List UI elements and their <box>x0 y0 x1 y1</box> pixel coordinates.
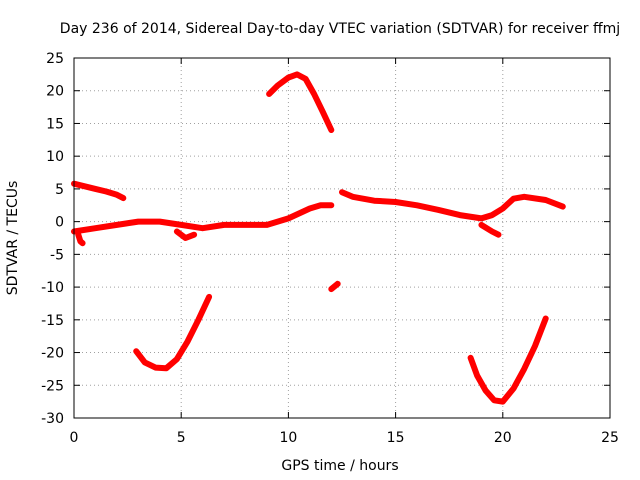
y-tick-label: 25 <box>46 51 64 67</box>
y-tick-label: -5 <box>50 247 64 263</box>
y-tick-label: 0 <box>55 215 64 231</box>
y-tick-label: 5 <box>55 182 64 198</box>
y-tick-label: -10 <box>41 280 64 296</box>
y-tick-label: -25 <box>41 378 64 394</box>
y-tick-label: -30 <box>41 411 64 427</box>
x-tick-label: 20 <box>494 430 512 446</box>
series-arc-main-band <box>71 202 335 235</box>
series-arc-dip-left <box>75 231 86 247</box>
series-arc-dip-right <box>478 221 502 238</box>
x-tick-label: 10 <box>279 430 297 446</box>
chart-title: Day 236 of 2014, Sidereal Day-to-day VTE… <box>60 21 620 37</box>
y-tick-label: -15 <box>41 313 64 329</box>
data-series <box>71 71 566 405</box>
grid-lines <box>74 58 610 418</box>
series-arc-low-right <box>467 315 549 405</box>
y-tick-label: 15 <box>46 116 64 132</box>
axis-ticks: 0 5 10 15 20 25 25 20 15 10 5 0 -5 -10 -15 -20 -25 -30 <box>41 51 619 446</box>
series-arc-right-band <box>339 189 566 222</box>
series-arc-upper-left <box>71 180 127 202</box>
x-tick-label: 5 <box>177 430 186 446</box>
y-tick-label: 10 <box>46 149 64 165</box>
series-arc-isolated <box>328 280 341 293</box>
y-tick-label: -20 <box>41 346 64 362</box>
series-arc-peak <box>266 71 335 133</box>
plot-frame <box>73 57 611 419</box>
x-tick-label: 0 <box>70 430 79 446</box>
x-tick-label: 25 <box>601 430 619 446</box>
series-arc-low-left <box>133 293 213 372</box>
y-tick-label: 20 <box>46 84 64 100</box>
series-arc-dip-mid <box>173 228 198 241</box>
x-tick-label: 15 <box>387 430 405 446</box>
y-axis-label: SDTVAR / TECUs <box>5 181 21 296</box>
x-axis-label: GPS time / hours <box>281 458 398 474</box>
